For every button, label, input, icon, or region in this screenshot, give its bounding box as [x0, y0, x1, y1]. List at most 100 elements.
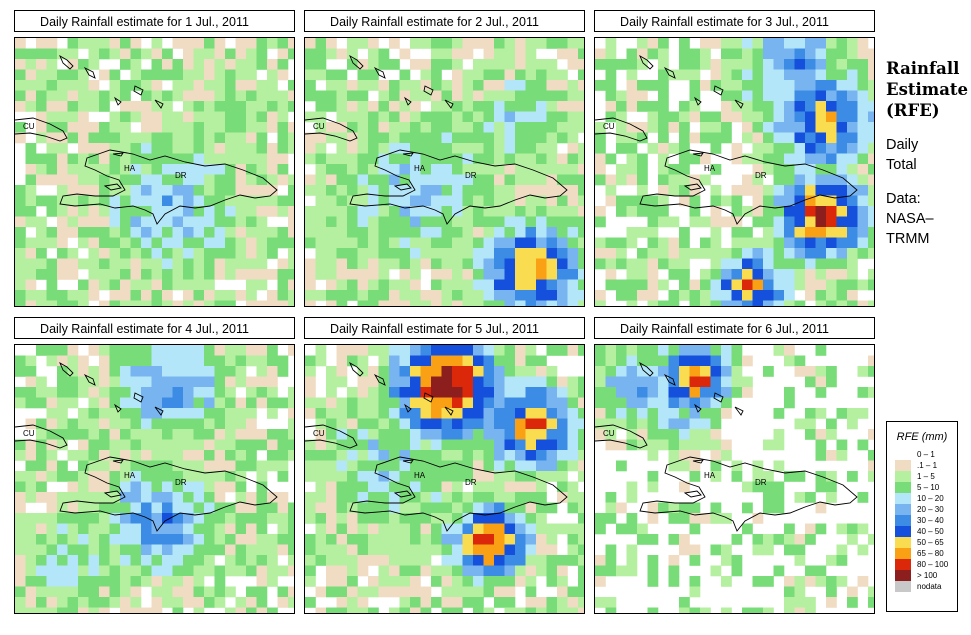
- rain-cell: [441, 555, 453, 566]
- rain-cell: [57, 237, 68, 249]
- rain-cell: [668, 174, 680, 186]
- rain-cell: [784, 269, 795, 280]
- rain-cell: [235, 122, 247, 133]
- rain-cell: [431, 471, 442, 482]
- rain-cell: [473, 206, 484, 217]
- rain-cell: [15, 185, 26, 196]
- rain-cell: [288, 185, 294, 196]
- rain-cell: [336, 597, 348, 608]
- rain-cell: [235, 248, 247, 259]
- rain-cell: [305, 185, 316, 196]
- rain-cell: [120, 408, 131, 419]
- rain-cell: [347, 195, 358, 207]
- rain-cell: [452, 576, 463, 587]
- rain-cell: [183, 471, 194, 482]
- rain-cell: [267, 90, 278, 102]
- rain-cell: [151, 555, 163, 566]
- rain-cell: [504, 481, 516, 493]
- rain-cell: [473, 80, 484, 91]
- rain-cell: [567, 164, 579, 175]
- rain-cell: [78, 565, 89, 577]
- rain-cell: [721, 300, 732, 306]
- rain-cell: [763, 227, 774, 238]
- rain-cell: [794, 111, 806, 123]
- rain-cell: [473, 418, 484, 430]
- rain-cell: [536, 439, 547, 451]
- rain-cell: [410, 607, 421, 613]
- rain-cell: [151, 279, 163, 291]
- rain-cell: [357, 387, 369, 398]
- rain-cell: [399, 439, 411, 451]
- rain-cell: [557, 48, 568, 60]
- rain-cell: [277, 69, 289, 81]
- rain-cell: [36, 101, 47, 112]
- rain-cell: [57, 290, 68, 301]
- rain-cell: [420, 355, 432, 367]
- rain-cell: [567, 174, 579, 186]
- rain-cell: [120, 59, 131, 70]
- rain-cell: [130, 206, 142, 217]
- rain-cell: [626, 101, 638, 112]
- rain-cell: [120, 492, 131, 503]
- rain-cell: [162, 576, 173, 587]
- rain-cell: [494, 174, 505, 186]
- rain-cell: [46, 460, 58, 472]
- rain-cell: [578, 216, 584, 228]
- rain-cell: [731, 279, 743, 291]
- rain-cell: [431, 216, 442, 228]
- rain-cell: [857, 279, 869, 291]
- rain-cell: [183, 90, 194, 102]
- rain-cell: [378, 269, 390, 280]
- rain-cell: [399, 607, 411, 613]
- rain-cell: [794, 492, 806, 503]
- rain-cell: [57, 492, 68, 503]
- rain-cell: [815, 366, 827, 377]
- rain-cell: [214, 523, 226, 535]
- rain-cell: [78, 237, 89, 249]
- rain-cell: [441, 38, 453, 49]
- rain-cell: [410, 481, 421, 493]
- rain-cell: [847, 80, 858, 91]
- rain-cell: [431, 387, 442, 398]
- rain-cell: [183, 237, 194, 249]
- country-label-ha: HA: [124, 471, 136, 480]
- rain-cell: [431, 290, 442, 301]
- rain-cell: [120, 502, 131, 514]
- rain-cell: [277, 471, 289, 482]
- rain-cell: [637, 269, 648, 280]
- rain-cell: [452, 502, 463, 514]
- rain-cell: [763, 48, 774, 60]
- rain-cell: [857, 237, 869, 249]
- rain-cell: [731, 534, 743, 545]
- rain-cell: [805, 523, 816, 535]
- rain-cell: [368, 460, 379, 472]
- rain-cell: [315, 471, 327, 482]
- rain-cell: [731, 258, 743, 270]
- rain-cell: [141, 408, 152, 419]
- rain-cell: [784, 227, 795, 238]
- rain-cell: [78, 300, 89, 306]
- rain-cell: [246, 132, 257, 144]
- rain-cell: [315, 450, 327, 461]
- rain-cell: [557, 185, 568, 196]
- rain-cell: [689, 555, 701, 566]
- rain-cell: [214, 101, 226, 112]
- rain-cell: [326, 376, 337, 388]
- rain-cell: [57, 418, 68, 430]
- rain-cell: [277, 206, 289, 217]
- rain-cell: [721, 366, 732, 377]
- rain-cell: [389, 513, 400, 524]
- rain-cell: [389, 544, 400, 556]
- rain-cell: [668, 513, 680, 524]
- rain-cell: [141, 48, 152, 60]
- rain-cell: [515, 59, 526, 70]
- rain-cell: [109, 174, 121, 186]
- rain-cell: [605, 48, 617, 60]
- rain-cell: [536, 376, 547, 388]
- rain-cell: [431, 481, 442, 493]
- rain-cell: [78, 513, 89, 524]
- rain-cell: [689, 132, 701, 144]
- rain-cell: [494, 492, 505, 503]
- rain-cell: [162, 366, 173, 377]
- rain-cell: [536, 513, 547, 524]
